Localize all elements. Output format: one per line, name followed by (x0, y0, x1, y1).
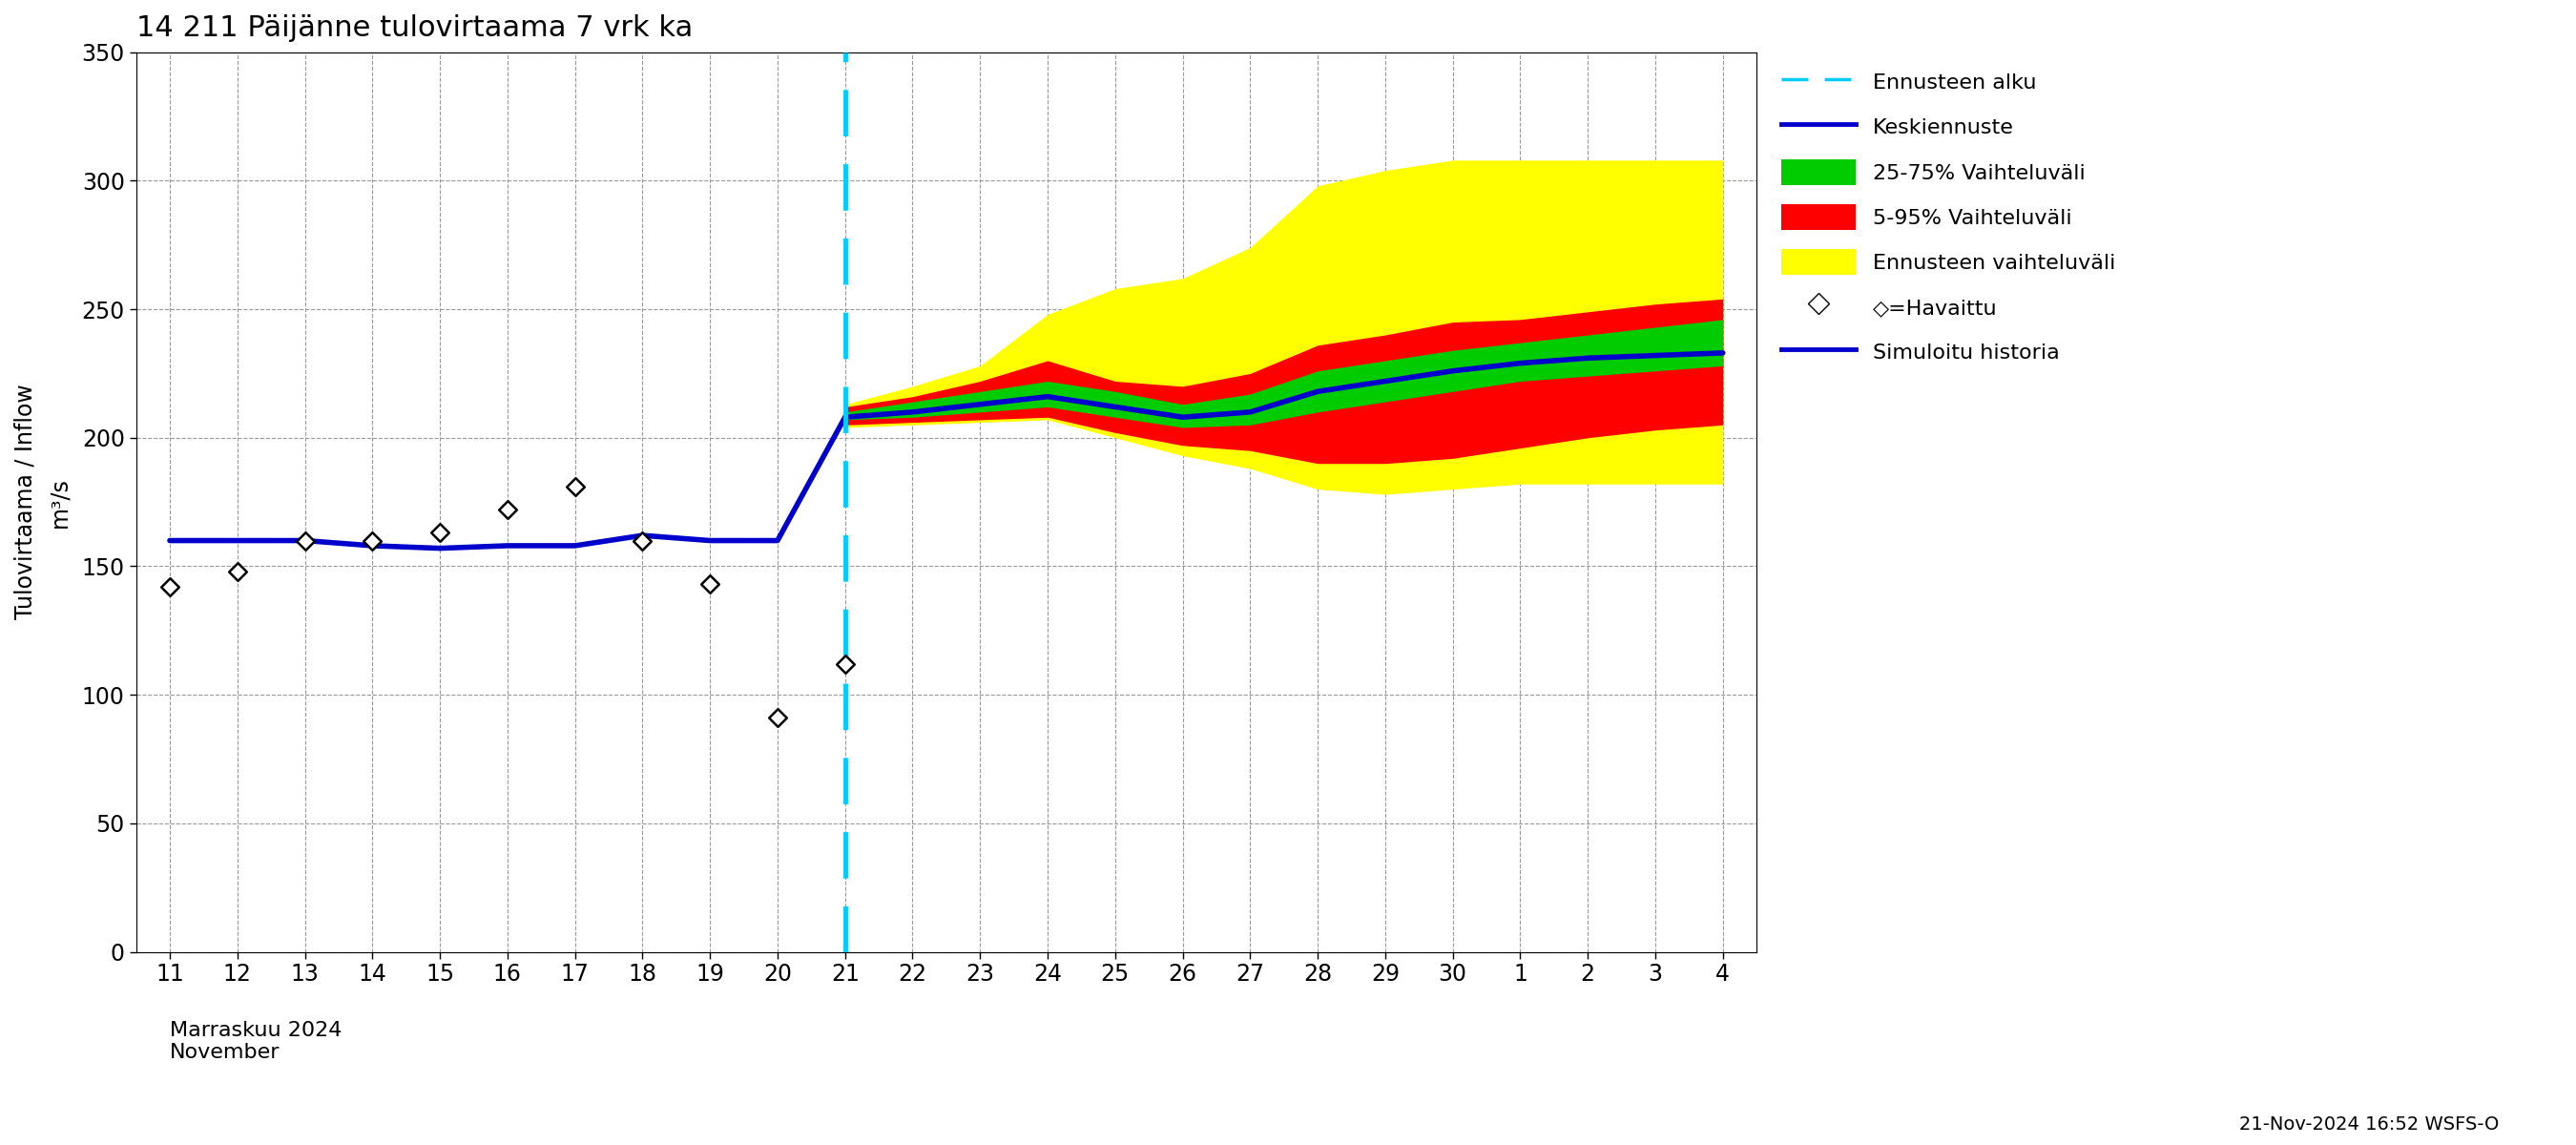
Text: Marraskuu 2024
November: Marraskuu 2024 November (170, 1021, 343, 1063)
Point (216, 562, 258, 581)
Point (420, 523, 461, 542)
Point (824, 655, 866, 673)
Point (283, 531, 325, 550)
Point (621, 531, 662, 550)
Point (690, 575, 732, 593)
Point (149, 578, 191, 597)
Y-axis label: Tulovirtaama / Inflow
m³/s: Tulovirtaama / Inflow m³/s (15, 385, 72, 619)
Point (757, 709, 799, 727)
Point (554, 477, 595, 496)
Point (487, 500, 528, 519)
Legend: Ennusteen alku, Keskiennuste, 25-75% Vaihteluväli, 5-95% Vaihteluväli, Ennusteen: Ennusteen alku, Keskiennuste, 25-75% Vai… (1775, 63, 2123, 371)
Point (353, 531, 394, 550)
Text: 21-Nov-2024 16:52 WSFS-O: 21-Nov-2024 16:52 WSFS-O (2239, 1115, 2499, 1134)
Text: 14 211 Päijänne tulovirtaama 7 vrk ka: 14 211 Päijänne tulovirtaama 7 vrk ka (137, 14, 693, 42)
